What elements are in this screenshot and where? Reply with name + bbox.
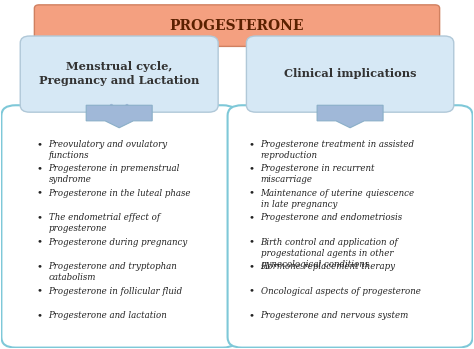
Text: •: • bbox=[36, 164, 43, 173]
Text: Progesterone and tryptophan
catabolism: Progesterone and tryptophan catabolism bbox=[48, 262, 177, 282]
Text: •: • bbox=[36, 213, 43, 222]
Text: Clinical implications: Clinical implications bbox=[284, 68, 416, 79]
Text: Birth control and application of
progestational agents in other
gynecological co: Birth control and application of progest… bbox=[261, 238, 398, 269]
Text: The endometrial effect of
progesterone: The endometrial effect of progesterone bbox=[48, 213, 160, 233]
FancyBboxPatch shape bbox=[1, 105, 237, 348]
Text: •: • bbox=[249, 238, 255, 247]
Text: •: • bbox=[249, 164, 255, 173]
Text: Progesterone and nervous system: Progesterone and nervous system bbox=[261, 311, 409, 320]
Polygon shape bbox=[86, 105, 152, 128]
FancyBboxPatch shape bbox=[35, 5, 439, 46]
Text: •: • bbox=[249, 213, 255, 222]
FancyBboxPatch shape bbox=[20, 36, 218, 112]
Text: •: • bbox=[249, 189, 255, 198]
Text: Progesterone treatment in assisted
reproduction: Progesterone treatment in assisted repro… bbox=[261, 140, 415, 160]
Text: Progesterone and lactation: Progesterone and lactation bbox=[48, 311, 167, 320]
Polygon shape bbox=[317, 105, 383, 128]
Text: •: • bbox=[36, 238, 43, 247]
Text: Progesterone in premenstrual
syndrome: Progesterone in premenstrual syndrome bbox=[48, 164, 180, 184]
Text: •: • bbox=[36, 287, 43, 296]
Text: Progesterone and endometriosis: Progesterone and endometriosis bbox=[261, 213, 403, 222]
Text: Hormone replacement therapy: Hormone replacement therapy bbox=[261, 262, 396, 271]
Text: •: • bbox=[36, 262, 43, 271]
Text: Progesterone in follicular fluid: Progesterone in follicular fluid bbox=[48, 287, 182, 296]
Text: •: • bbox=[249, 140, 255, 149]
Text: Progesterone during pregnancy: Progesterone during pregnancy bbox=[48, 238, 188, 247]
Text: •: • bbox=[249, 287, 255, 296]
Text: Oncological aspects of progesterone: Oncological aspects of progesterone bbox=[261, 287, 420, 296]
Text: •: • bbox=[249, 311, 255, 320]
Text: Progesterone in recurrent
miscarriage: Progesterone in recurrent miscarriage bbox=[261, 164, 375, 184]
Text: •: • bbox=[36, 140, 43, 149]
Text: PROGESTERONE: PROGESTERONE bbox=[170, 18, 304, 32]
Text: Menstrual cycle,
Pregnancy and Lactation: Menstrual cycle, Pregnancy and Lactation bbox=[39, 61, 200, 86]
Text: Preovulatory and ovulatory
functions: Preovulatory and ovulatory functions bbox=[48, 140, 168, 160]
FancyBboxPatch shape bbox=[228, 105, 473, 348]
Text: •: • bbox=[249, 262, 255, 271]
Text: Maintenance of uterine quiescence
in late pregnancy: Maintenance of uterine quiescence in lat… bbox=[261, 189, 415, 209]
Text: •: • bbox=[36, 311, 43, 320]
Text: Progesterone in the luteal phase: Progesterone in the luteal phase bbox=[48, 189, 191, 198]
Text: •: • bbox=[36, 189, 43, 198]
FancyBboxPatch shape bbox=[246, 36, 454, 112]
